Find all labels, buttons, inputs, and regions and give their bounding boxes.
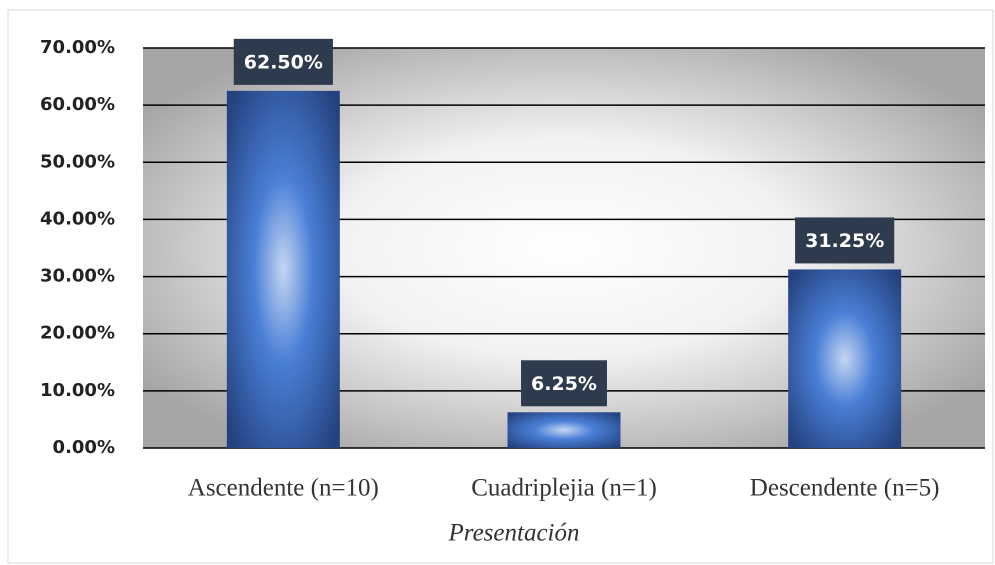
y-tick-label: 60.00% (40, 94, 115, 115)
value-label-box (795, 217, 895, 264)
x-tick-label: Cuadriplejia (n=1) (471, 475, 657, 502)
x-axis-title: Presentación (448, 520, 580, 547)
value-label: 6.25% (531, 373, 597, 395)
x-tick-label: Descendente (n=5) (750, 475, 940, 502)
x-tick-label: Ascendente (n=10) (188, 475, 379, 502)
value-label-box (521, 360, 607, 407)
y-tick-label: 50.00% (40, 151, 115, 172)
bar (507, 412, 621, 448)
value-label: 31.25% (805, 230, 884, 252)
value-label-box (233, 38, 333, 85)
y-tick-label: 10.00% (40, 380, 115, 401)
y-tick-label: 40.00% (40, 208, 115, 229)
y-tick-label: 20.00% (40, 323, 115, 344)
y-tick-label: 70.00% (40, 37, 115, 58)
frame (7, 9, 994, 564)
y-tick-label: 0.00% (53, 437, 115, 458)
y-tick-label: 30.00% (40, 266, 115, 287)
value-label: 62.50% (244, 51, 323, 73)
bar (788, 269, 902, 448)
bar (226, 90, 340, 448)
